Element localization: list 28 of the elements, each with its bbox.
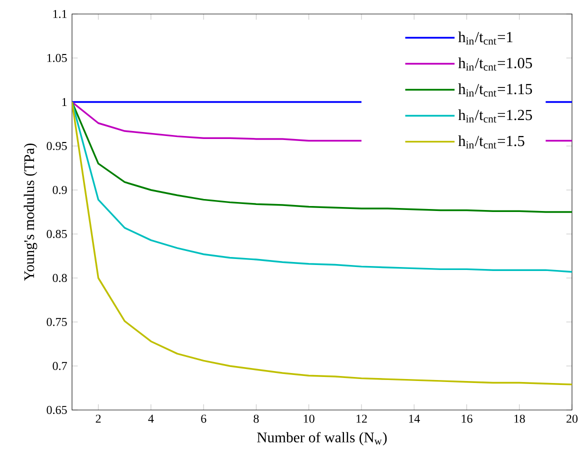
x-tick-label: 4 <box>148 414 154 423</box>
legend-label: h$_{in}$/t$_{cnt}$=1.5 <box>458 135 524 149</box>
x-tick-label: 10 <box>304 414 314 423</box>
line-series <box>72 101 572 213</box>
x-tick-label: 16 <box>462 414 472 423</box>
y-tick-label: 1.05 <box>47 54 67 62</box>
y-tick-label: 0.8 <box>52 274 67 282</box>
legend-label: h$_{in}$/t$_{cnt}$=1.15 <box>458 83 532 97</box>
x-tick-label: 14 <box>409 414 420 423</box>
y-tick-label: 1.1 <box>53 10 67 18</box>
y-tick-label: 0.95 <box>46 142 67 150</box>
legend-label: h$_{in}$/t$_{cnt}$=1.25 <box>458 109 532 123</box>
x-tick-label: 6 <box>201 414 206 423</box>
x-tick-label: 8 <box>254 414 259 423</box>
y-tick-label: 0.7 <box>52 362 67 370</box>
y-tick-label: 1 <box>62 98 67 106</box>
x-tick-label: 2 <box>96 414 101 423</box>
y-tick-label: 0.9 <box>52 186 67 194</box>
x-tick-label: 18 <box>514 414 525 423</box>
y-tick-label: 0.85 <box>46 230 67 238</box>
legend-label: h$_{in}$/t$_{cnt}$=1 <box>458 31 512 45</box>
x-tick-label: 12 <box>356 414 367 423</box>
y-tick-label: 0.65 <box>46 406 67 414</box>
x-axis-title: Number of walls (N$_{w}$) <box>257 432 387 446</box>
x-tick-label: 20 <box>566 414 578 423</box>
y-axis-title: Young's modulus (TPa) <box>24 144 38 281</box>
legend-label: h$_{in}$/t$_{cnt}$=1.05 <box>458 57 532 71</box>
y-tick-label: 0.75 <box>46 318 67 326</box>
